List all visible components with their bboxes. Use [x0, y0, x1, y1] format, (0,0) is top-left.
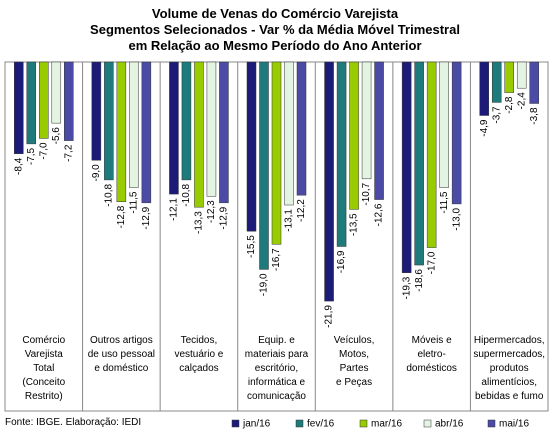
bar: [169, 61, 179, 195]
bar: [529, 61, 539, 104]
bar: [296, 61, 307, 196]
legend-swatch: [231, 419, 240, 428]
bar: [129, 61, 139, 188]
bar: [336, 61, 347, 247]
bar: [426, 61, 437, 248]
legend-swatch: [295, 419, 304, 428]
value-label: -21,9: [324, 305, 335, 328]
chart-title: Volume de Venas do Comércio Varejista Se…: [90, 6, 460, 53]
x-tick-label: Tecidos, vestuário e calçados: [174, 335, 224, 374]
value-label: -12,9: [219, 206, 230, 229]
bar: [451, 61, 462, 205]
value-label: -13,5: [349, 213, 360, 236]
value-label: -12,9: [141, 206, 152, 229]
bar: [401, 61, 412, 273]
x-tick-label: Equip. e materiais para escritório, info…: [244, 335, 309, 402]
bar: [141, 61, 152, 204]
bar: [51, 61, 62, 124]
bar: [349, 61, 359, 210]
source: Fonte: IBGE. Elaboração: IEDI: [5, 417, 142, 428]
value-label: -13,1: [284, 209, 295, 232]
bar: [516, 61, 527, 89]
bar: [491, 61, 502, 103]
value-label: -19,0: [259, 273, 270, 296]
value-label: -12,2: [296, 199, 307, 222]
value-label: -8,4: [13, 157, 24, 175]
bar: [414, 61, 424, 266]
legend-label: mar/16: [371, 419, 403, 430]
bar: [206, 61, 217, 197]
value-label: -11,5: [439, 191, 450, 213]
value-label: -13,3: [194, 211, 205, 234]
x-tick-label: Hipermercados, supermercados, produtos a…: [473, 335, 546, 402]
value-label: -7,0: [38, 142, 49, 160]
bar: [194, 61, 204, 208]
value-label: -9,0: [91, 164, 102, 182]
value-label: -17,0: [426, 251, 437, 274]
bar: [91, 61, 102, 161]
legend-swatch: [423, 419, 432, 428]
bar: [14, 61, 24, 154]
bar: [361, 61, 372, 180]
value-label: -10,8: [103, 183, 114, 206]
bar: [374, 61, 384, 200]
value-label: -12,8: [116, 205, 127, 228]
bar: [271, 61, 282, 245]
bar: [479, 61, 489, 116]
bar: [64, 61, 74, 141]
value-label: -3,8: [529, 107, 540, 125]
bar: [116, 61, 127, 202]
x-tick-label: Veículos, Motos, Partes e Peças: [333, 335, 375, 388]
x-tick-label: Comércio Varejista Total (Conceito Restr…: [22, 335, 66, 402]
bar: [26, 61, 37, 145]
value-label: -4,9: [479, 119, 490, 137]
legend-label: abr/16: [435, 419, 464, 430]
bar: [39, 61, 49, 139]
value-label: -16,7: [271, 248, 282, 271]
value-label: -13,0: [451, 207, 462, 230]
bar: [181, 61, 192, 181]
legend-label: fev/16: [307, 419, 335, 430]
x-tick-label: Outros artigos de uso pessoal e doméstic…: [87, 335, 155, 374]
bar: [284, 61, 294, 206]
value-label: -12,6: [374, 203, 385, 226]
legend-label: jan/16: [242, 419, 271, 430]
value-label: -10,7: [361, 182, 372, 205]
bar: [259, 61, 269, 270]
bar: [104, 61, 114, 181]
value-label: -7,2: [63, 144, 74, 162]
value-label: -18,6: [414, 269, 425, 292]
bar: [439, 61, 449, 188]
bar: [219, 61, 229, 204]
value-label: -2,4: [516, 92, 527, 110]
legend-swatch: [487, 419, 496, 428]
value-label: -5,6: [51, 127, 62, 145]
value-label: -7,5: [26, 147, 37, 165]
x-tick-label: Móveis e eletro- domésticos: [406, 335, 457, 374]
value-label: -16,9: [336, 250, 347, 273]
value-label: -19,3: [401, 276, 412, 299]
bar: [324, 61, 334, 302]
value-label: -3,7: [491, 106, 502, 124]
value-label: -11,5: [128, 191, 139, 213]
legend-swatch: [359, 419, 368, 428]
bar: [504, 61, 514, 93]
bar: [246, 61, 257, 232]
value-label: -12,3: [206, 200, 217, 223]
value-label: -12,1: [169, 198, 180, 221]
value-label: -15,5: [246, 235, 257, 258]
value-label: -10,8: [181, 183, 192, 206]
legend-label: mai/16: [499, 419, 529, 430]
value-label: -2,8: [504, 96, 515, 114]
